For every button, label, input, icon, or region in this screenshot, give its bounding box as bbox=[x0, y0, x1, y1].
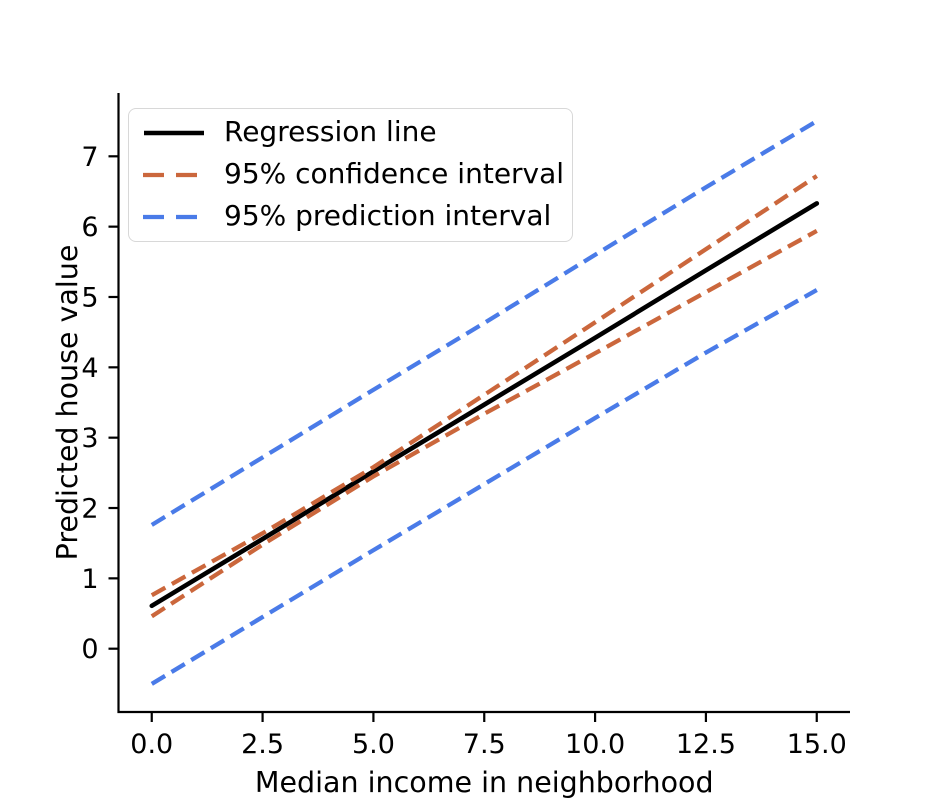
x-tick-label: 0.0 bbox=[130, 729, 173, 760]
legend-item-regression: Regression line bbox=[143, 112, 572, 154]
y-tick-label: 5 bbox=[81, 282, 98, 313]
x-tick-label: 2.5 bbox=[241, 729, 284, 760]
y-axis-label: Predicted house value bbox=[51, 245, 84, 561]
ci-lower-line bbox=[150, 229, 818, 619]
legend-box: Regression line 95% confidence interval … bbox=[128, 108, 573, 242]
y-tick-label: 6 bbox=[81, 212, 98, 243]
y-tick-label: 2 bbox=[81, 494, 98, 525]
y-tick-label: 4 bbox=[81, 353, 98, 384]
ci-upper-line bbox=[150, 174, 818, 598]
x-axis-label: Median income in neighborhood bbox=[255, 766, 714, 799]
axes-layer: 0.0 2.5 5.0 7.5 10.0 12.5 15.0 0 1 2 3 4 5 6 7 Median i… bbox=[51, 93, 850, 799]
y-tick-label: 1 bbox=[81, 564, 98, 595]
legend-label-regression: Regression line bbox=[224, 115, 437, 148]
y-tick-label: 7 bbox=[81, 142, 98, 173]
regression-line bbox=[149, 201, 820, 609]
x-tick-label: 10.0 bbox=[565, 729, 625, 760]
legend-item-prediction: 95% prediction interval bbox=[143, 196, 572, 238]
prediction-interval-sample bbox=[143, 214, 205, 220]
legend-label-confidence: 95% confidence interval bbox=[224, 157, 565, 190]
x-tick-label: 15.0 bbox=[787, 729, 847, 760]
confidence-interval-sample bbox=[143, 172, 205, 178]
pi-upper-line bbox=[150, 119, 818, 527]
y-tick-label: 0 bbox=[81, 634, 98, 665]
x-tick-label: 5.0 bbox=[352, 729, 395, 760]
y-tick-label: 3 bbox=[81, 423, 98, 454]
x-tick-label: 7.5 bbox=[463, 729, 506, 760]
series-layer bbox=[149, 119, 820, 686]
pi-lower-line bbox=[150, 288, 818, 686]
x-tick-label: 12.5 bbox=[676, 729, 736, 760]
axis-spines bbox=[117, 93, 850, 714]
legend-label-prediction: 95% prediction interval bbox=[224, 199, 552, 232]
legend-item-confidence: 95% confidence interval bbox=[143, 154, 572, 196]
regression-line-sample bbox=[144, 130, 204, 136]
